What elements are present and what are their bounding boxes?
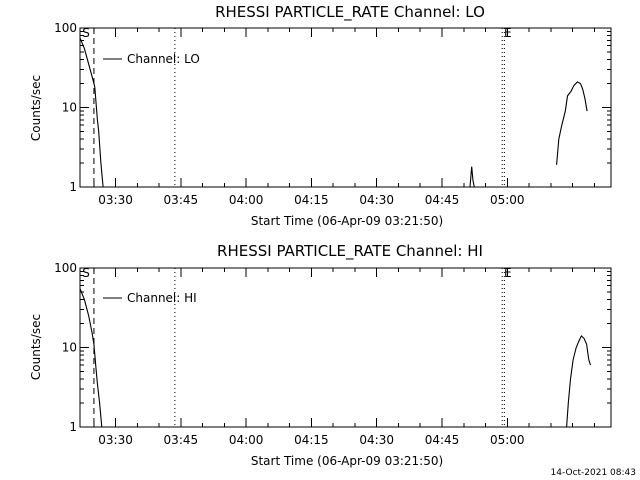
- x-tick-label: 04:45: [425, 433, 460, 447]
- data-series-line: [79, 37, 104, 188]
- data-series-line: [469, 166, 475, 188]
- x-tick-label: 03:30: [98, 433, 133, 447]
- x-tick-label: 04:45: [425, 193, 460, 207]
- chart-title: RHESSI PARTICLE_RATE Channel: LO: [215, 3, 485, 22]
- x-tick-label: 04:30: [359, 433, 394, 447]
- y-tick-label: 100: [54, 21, 77, 35]
- legend-label: Channel: HI: [127, 291, 197, 305]
- x-axis-label: Start Time (06-Apr-09 03:21:50): [251, 214, 443, 228]
- x-tick-label: 04:00: [229, 433, 264, 447]
- y-axis-label: Counts/sec: [29, 314, 43, 380]
- data-series-line: [79, 288, 103, 428]
- y-tick-label: 100: [54, 261, 77, 275]
- chart-title: RHESSI PARTICLE_RATE Channel: HI: [217, 242, 483, 261]
- y-tick-label: 1: [69, 180, 77, 194]
- y-tick-label: 10: [62, 341, 77, 355]
- x-tick-label: 03:45: [164, 193, 199, 207]
- x-tick-label: 04:00: [229, 193, 264, 207]
- x-tick-label: 04:30: [359, 193, 394, 207]
- data-series-line: [566, 334, 592, 428]
- panel-hi: RHESSI PARTICLE_RATE Channel: HI Start T…: [29, 242, 612, 468]
- panel-lo: RHESSI PARTICLE_RATE Channel: LO Start T…: [29, 3, 612, 228]
- event-mark-label: S: [82, 26, 90, 40]
- y-tick-label: 1: [69, 420, 77, 434]
- x-tick-label: 04:15: [294, 433, 329, 447]
- x-axis-label: Start Time (06-Apr-09 03:21:50): [251, 454, 443, 468]
- event-mark-label: S: [82, 266, 90, 280]
- x-tick-label: 04:15: [294, 193, 329, 207]
- y-axis-label: Counts/sec: [29, 75, 43, 141]
- footer-timestamp: 14-Oct-2021 08:43: [551, 468, 636, 478]
- event-mark-label: E: [504, 26, 512, 40]
- x-tick-label: 03:30: [98, 193, 133, 207]
- x-tick-label: 05:00: [490, 193, 525, 207]
- x-tick-label: 05:00: [490, 433, 525, 447]
- legend-label: Channel: LO: [127, 52, 200, 66]
- x-tick-label: 03:45: [164, 433, 199, 447]
- data-series-line: [556, 81, 588, 165]
- y-tick-label: 10: [62, 101, 77, 115]
- event-mark-label: E: [504, 266, 512, 280]
